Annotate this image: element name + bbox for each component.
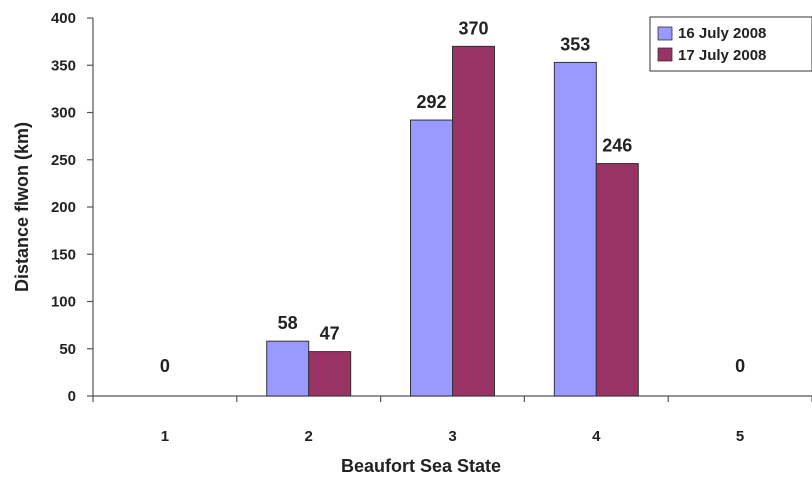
x-axis: 1 2 3 4 5 <box>92 395 812 445</box>
x-tick-label: 2 <box>305 428 313 445</box>
legend-swatch-17-july <box>657 47 673 62</box>
x-tick-label: 5 <box>736 428 744 445</box>
data-label: 47 <box>320 324 340 344</box>
bar-17-july-2008-cat-4 <box>595 163 639 397</box>
legend-label-17-july: 17 July 2008 <box>678 47 766 64</box>
bars <box>266 45 639 397</box>
y-tick-label: 100 <box>51 294 76 311</box>
data-label: 0 <box>160 356 170 376</box>
data-label: 58 <box>278 313 298 333</box>
legend: 16 July 2008 17 July 2008 <box>649 16 812 72</box>
bar-16-july-2008-cat-2 <box>266 340 310 397</box>
data-labels: 0 58 47 292 370 353 246 0 <box>160 18 745 376</box>
legend-swatch-16-july <box>657 26 673 41</box>
x-tick-label: 3 <box>448 428 456 445</box>
x-axis-title: Beaufort Sea State <box>341 456 501 476</box>
data-label: 292 <box>416 92 446 112</box>
y-tick-label: 0 <box>68 388 76 405</box>
data-label: 370 <box>458 18 488 38</box>
y-tick-label: 400 <box>51 10 76 27</box>
bar-16-july-2008-cat-4 <box>553 61 597 397</box>
data-label: 353 <box>560 34 590 54</box>
y-axis: 0 50 100 150 200 250 300 350 400 <box>51 10 94 405</box>
y-tick-label: 50 <box>59 341 76 358</box>
y-tick-label: 250 <box>51 152 76 169</box>
bar-17-july-2008-cat-2 <box>308 351 352 397</box>
data-label: 0 <box>735 356 745 376</box>
y-tick-label: 200 <box>51 199 76 216</box>
y-axis-title: Distance flwon (km) <box>12 122 32 292</box>
y-tick-label: 350 <box>51 57 76 74</box>
bar-17-july-2008-cat-3 <box>452 45 495 397</box>
legend-label-16-july: 16 July 2008 <box>678 25 766 42</box>
y-tick-label: 300 <box>51 105 76 122</box>
y-tick-label: 150 <box>51 246 76 263</box>
bar-16-july-2008-cat-3 <box>410 119 453 397</box>
data-label: 246 <box>602 136 632 156</box>
x-tick-label: 4 <box>592 428 601 445</box>
legend-box <box>649 16 812 72</box>
x-tick-label: 1 <box>161 428 169 445</box>
